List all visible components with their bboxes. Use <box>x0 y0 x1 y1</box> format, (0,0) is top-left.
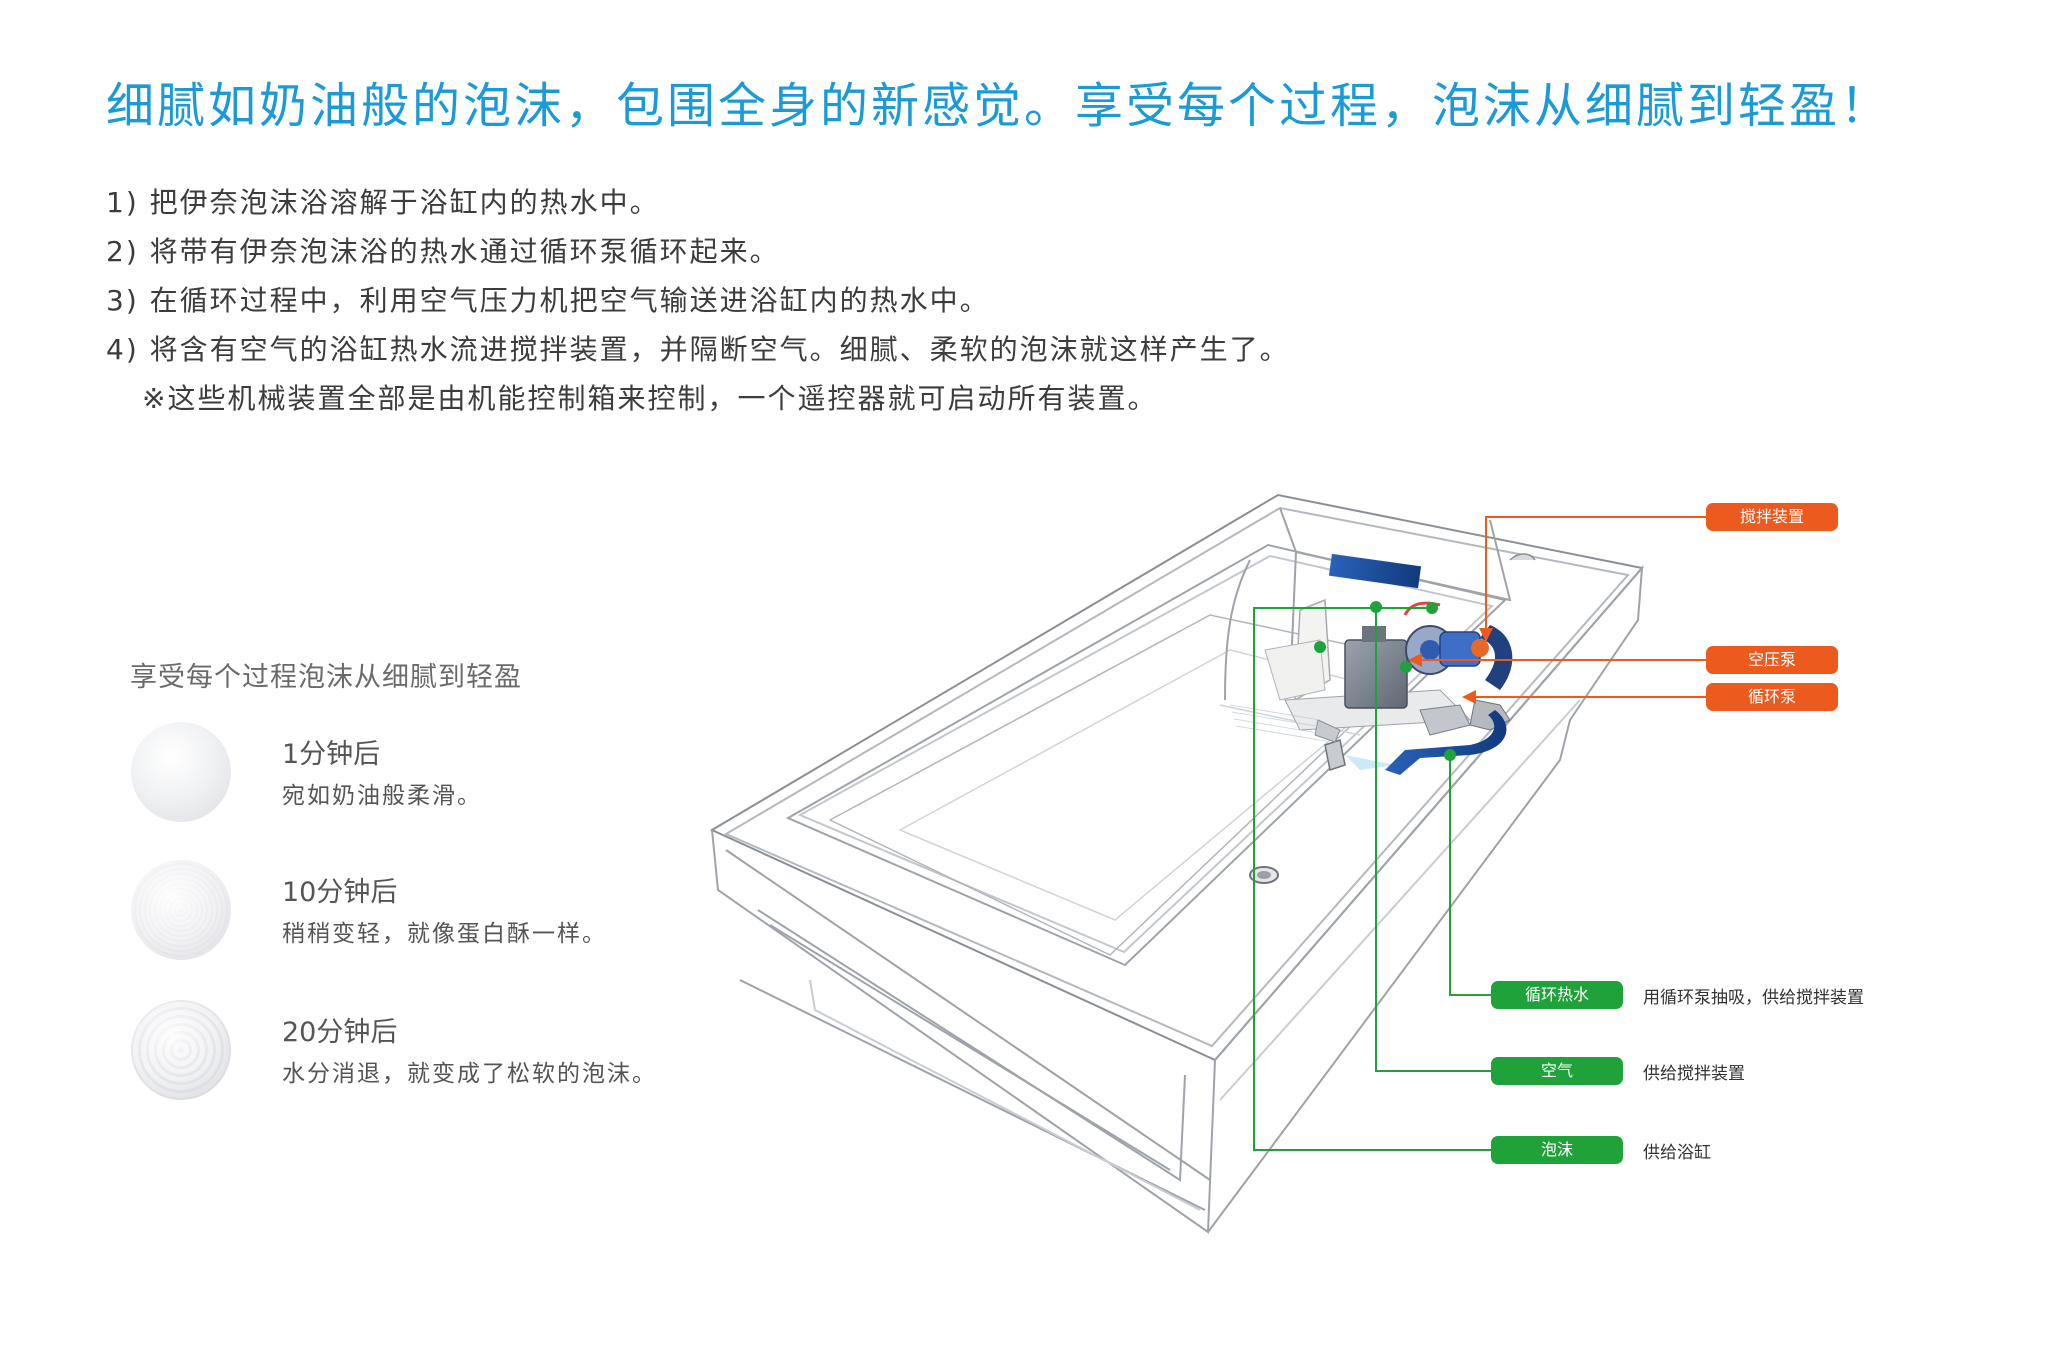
circulating-water-desc: 用循环泵抽吸，供给搅拌装置 <box>1643 988 1864 1008</box>
tag-air: 空气 <box>1491 1057 1623 1085</box>
stage-time: 10分钟后 <box>282 877 398 908</box>
tub-basin <box>828 614 1422 956</box>
jet-nozzle-icon <box>1324 739 1395 771</box>
foam-stages-title: 享受每个过程泡沫从细腻到轻盈 <box>130 662 522 693</box>
medium-foam-image <box>131 860 231 960</box>
step-1: 1) 把伊奈泡沫浴溶解于浴缸内的热水中。 <box>106 186 660 219</box>
tag-mixer: 搅拌装置 <box>1706 503 1838 531</box>
stage-desc: 水分消退，就变成了松软的泡沫。 <box>282 1061 657 1087</box>
stage-desc: 稍稍变轻，就像蛋白酥一样。 <box>282 921 607 947</box>
stage-time: 20分钟后 <box>282 1017 398 1048</box>
foam-stage-3: 20分钟后 水分消退，就变成了松软的泡沫。 <box>131 1000 691 1104</box>
foam-desc: 供给浴缸 <box>1643 1143 1711 1163</box>
stage-desc: 宛如奶油般柔滑。 <box>282 783 482 809</box>
tub-walls <box>711 565 1644 1234</box>
drain-icon <box>1249 866 1279 884</box>
tag-circulating-water: 循环热水 <box>1491 981 1623 1009</box>
step-2: 2) 将带有伊奈泡沫浴的热水通过循环泵循环起来。 <box>106 235 780 268</box>
process-steps: 1) 把伊奈泡沫浴溶解于浴缸内的热水中。 2) 将带有伊奈泡沫浴的热水通过循环泵… <box>106 178 1506 423</box>
headline: 细腻如奶油般的泡沫，包围全身的新感觉。享受每个过程，泡沫从细腻到轻盈！ <box>106 78 1892 134</box>
foam-stage-1: 1分钟后 宛如奶油般柔滑。 <box>131 722 691 826</box>
tag-foam: 泡沫 <box>1491 1136 1623 1164</box>
stage-time: 1分钟后 <box>282 739 381 770</box>
foam-stage-2: 10分钟后 稍稍变轻，就像蛋白酥一样。 <box>131 860 691 964</box>
coarse-foam-image <box>131 1000 231 1100</box>
tag-circulation-pump: 循环泵 <box>1706 683 1838 711</box>
fine-foam-image <box>131 722 231 822</box>
machinery-assembly <box>1229 553 1536 775</box>
step-3: 3) 在循环过程中，利用空气压力机把空气输送进浴缸内的热水中。 <box>106 284 990 317</box>
control-note: ※这些机械装置全部是由机能控制箱来控制，一个遥控器就可启动所有装置。 <box>142 382 1158 415</box>
air-desc: 供给搅拌装置 <box>1643 1064 1745 1084</box>
leader-arrowheads <box>1408 628 1493 704</box>
flow-points <box>1314 601 1456 761</box>
component-leader-lines <box>1416 516 1706 698</box>
tag-air-pump: 空压泵 <box>1706 646 1838 674</box>
step-4: 4) 将含有空气的浴缸热水流进搅拌装置，并隔断空气。细腻、柔软的泡沫就这样产生了… <box>106 333 1290 366</box>
flow-leader-lines <box>1253 607 1491 1151</box>
